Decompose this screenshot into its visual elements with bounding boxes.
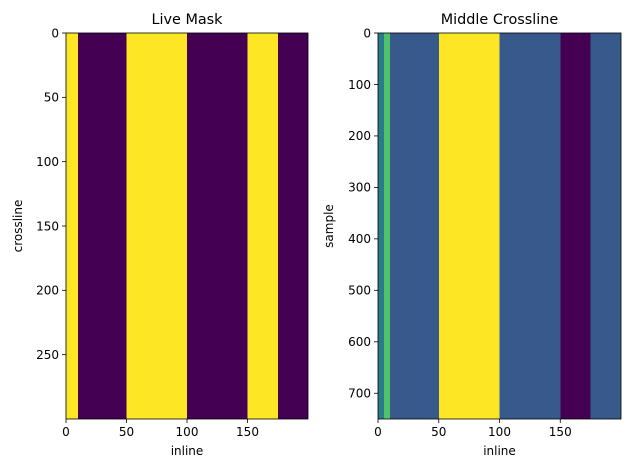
heatmap-column-6 <box>560 33 591 419</box>
y-tick-label: 700 <box>348 387 371 401</box>
y-axis-label: crossline <box>11 200 25 253</box>
heatmap-column-2 <box>384 33 391 419</box>
y-tick-label: 200 <box>36 284 59 298</box>
y-tick-label: 50 <box>44 91 59 105</box>
y-tick-label: 0 <box>363 26 371 40</box>
heatmap-column-6 <box>277 33 308 419</box>
y-tick-label: 0 <box>51 26 59 40</box>
heatmap-column-2 <box>78 33 127 419</box>
x-tick-label: 150 <box>549 425 572 439</box>
x-tick-label: 50 <box>119 425 134 439</box>
heatmap-column-7 <box>590 33 621 419</box>
heatmap-column-1 <box>378 33 385 419</box>
y-tick-label: 600 <box>348 335 371 349</box>
heatmap-column-5 <box>247 33 278 419</box>
x-tick-label: 150 <box>236 425 259 439</box>
x-axis-label: inline <box>483 444 516 458</box>
subplot-1: 0 50 100 150 0 50 100 150 200 250 Live Mask inline c… <box>11 12 309 458</box>
heatmap-column-4 <box>438 33 500 419</box>
x-tick-label: 100 <box>488 425 511 439</box>
y-tick-label: 250 <box>36 348 59 362</box>
heatmap-column-4 <box>187 33 248 419</box>
y-tick-label: 400 <box>348 232 371 246</box>
x-tick-label: 0 <box>374 425 382 439</box>
y-tick-label: 200 <box>348 129 371 143</box>
x-axis-label: inline <box>171 444 204 458</box>
x-tick-label: 0 <box>62 425 70 439</box>
heatmap-column-3 <box>126 33 187 419</box>
heatmap-column-5 <box>499 33 561 419</box>
chart-title: Live Mask <box>151 12 223 28</box>
subplot-2: 0 50 100 150 0 100 200 300 400 500 600 700 Middle Cr… <box>322 12 622 458</box>
y-axis-label: sample <box>322 204 336 248</box>
x-tick-label: 50 <box>431 425 446 439</box>
heatmap-column-3 <box>390 33 439 419</box>
y-tick-label: 100 <box>348 78 371 92</box>
y-tick-label: 500 <box>348 284 371 298</box>
x-tick-label: 100 <box>176 425 199 439</box>
heatmap-column-1 <box>66 33 79 419</box>
y-tick-label: 150 <box>36 219 59 233</box>
y-tick-label: 100 <box>36 155 59 169</box>
chart-title: Middle Crossline <box>441 12 559 28</box>
y-tick-label: 300 <box>348 181 371 195</box>
